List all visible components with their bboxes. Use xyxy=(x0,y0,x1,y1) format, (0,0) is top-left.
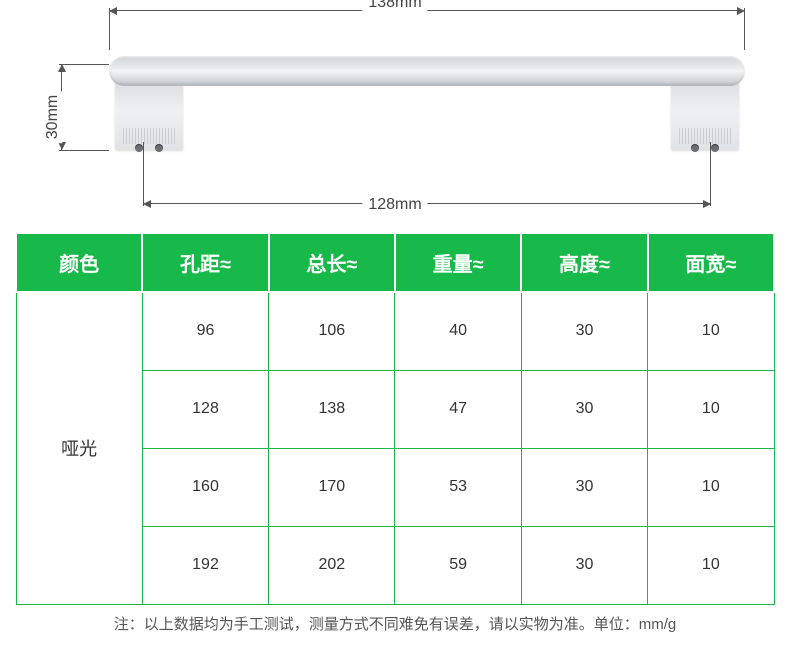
handle-foot-right xyxy=(671,78,739,150)
cell: 138 xyxy=(269,370,395,448)
product-illustration xyxy=(109,50,745,150)
cell: 10 xyxy=(648,370,774,448)
cell: 40 xyxy=(395,292,521,370)
spec-table: 颜色 孔距≈ 总长≈ 重量≈ 高度≈ 面宽≈ 哑光 96 106 40 30 1… xyxy=(15,232,775,605)
screw-hole-icon xyxy=(155,144,163,152)
dim-height-label: 30mm xyxy=(44,91,62,143)
table-header-row: 颜色 孔距≈ 总长≈ 重量≈ 高度≈ 面宽≈ xyxy=(16,233,774,292)
cell: 170 xyxy=(269,448,395,526)
cell: 53 xyxy=(395,448,521,526)
cell: 10 xyxy=(648,292,774,370)
screw-hole-icon xyxy=(711,144,719,152)
spec-table-head: 颜色 孔距≈ 总长≈ 重量≈ 高度≈ 面宽≈ xyxy=(16,233,774,292)
dim-ext xyxy=(59,150,109,151)
cell: 30 xyxy=(521,292,647,370)
table-row: 哑光 96 106 40 30 10 xyxy=(16,292,774,370)
dim-width-label: 138mm xyxy=(362,0,427,12)
dim-ext xyxy=(710,142,711,206)
cell: 160 xyxy=(142,448,268,526)
cell: 106 xyxy=(269,292,395,370)
dimension-diagram: 138mm 30mm 128mm xyxy=(15,0,775,220)
cell: 10 xyxy=(648,526,774,604)
cell: 47 xyxy=(395,370,521,448)
footnote: 注：以上数据均为手工测试，测量方式不同难免有误差，请以实物为准。单位：mm/g xyxy=(15,613,775,634)
cell: 192 xyxy=(142,526,268,604)
handle-foot-left xyxy=(115,78,183,150)
col-color: 颜色 xyxy=(16,233,142,292)
dim-ext xyxy=(59,64,109,65)
col-weight: 重量≈ xyxy=(395,233,521,292)
cell: 30 xyxy=(521,448,647,526)
cell: 10 xyxy=(648,448,774,526)
cell: 30 xyxy=(521,370,647,448)
cell: 202 xyxy=(269,526,395,604)
col-length: 总长≈ xyxy=(269,233,395,292)
cell: 128 xyxy=(142,370,268,448)
col-holedist: 孔距≈ xyxy=(142,233,268,292)
cell-color: 哑光 xyxy=(16,292,142,604)
screw-hole-icon xyxy=(135,144,143,152)
cell: 59 xyxy=(395,526,521,604)
cell: 96 xyxy=(142,292,268,370)
col-height: 高度≈ xyxy=(521,233,647,292)
dim-holedist-label: 128mm xyxy=(362,196,427,214)
dim-ext xyxy=(143,142,144,206)
handle-bar xyxy=(109,56,745,86)
col-width: 面宽≈ xyxy=(648,233,774,292)
cell: 30 xyxy=(521,526,647,604)
screw-hole-icon xyxy=(691,144,699,152)
spec-table-body: 哑光 96 106 40 30 10 128 138 47 30 10 160 … xyxy=(16,292,774,604)
